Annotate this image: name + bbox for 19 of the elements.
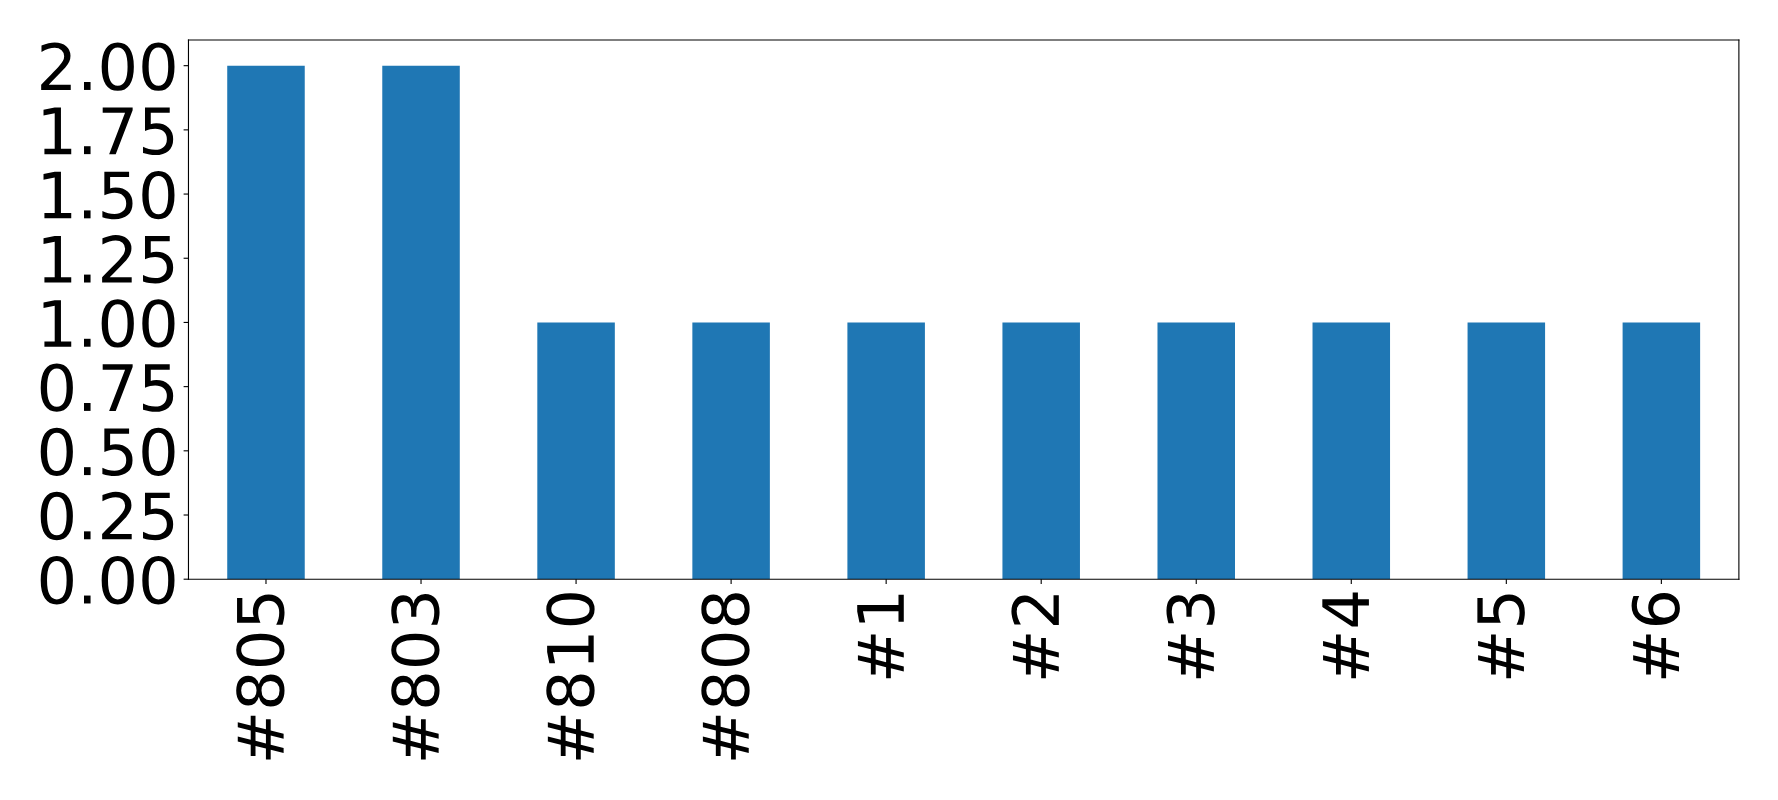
x-tick-label: #4 — [1322, 592, 1369, 679]
x-tick-label: #803 — [391, 594, 440, 760]
y-tick-label: 0.50 — [40, 427, 175, 476]
x-tick-label: #810 — [546, 593, 595, 760]
y-tick-label: 2.00 — [41, 42, 175, 91]
x-tick-label: #6 — [1631, 592, 1680, 679]
x-tick-label: #5 — [1477, 594, 1525, 679]
x-tick-label: #2 — [1011, 595, 1059, 679]
y-tick-label: 1.50 — [43, 170, 175, 220]
y-tick-label: 0.25 — [40, 491, 174, 541]
y-tick-label: 0.75 — [40, 363, 174, 412]
x-tick-label: #808 — [701, 593, 750, 760]
x-tick-label: #1 — [857, 594, 904, 679]
y-tick-label: 0.00 — [40, 556, 175, 605]
x-tick-label: #805 — [236, 594, 285, 760]
x-tick-label: #3 — [1166, 594, 1215, 679]
y-tick-label: 1.75 — [43, 107, 174, 156]
y-tick-label: 1.25 — [43, 235, 174, 284]
y-tick-label: 1.00 — [43, 299, 175, 348]
